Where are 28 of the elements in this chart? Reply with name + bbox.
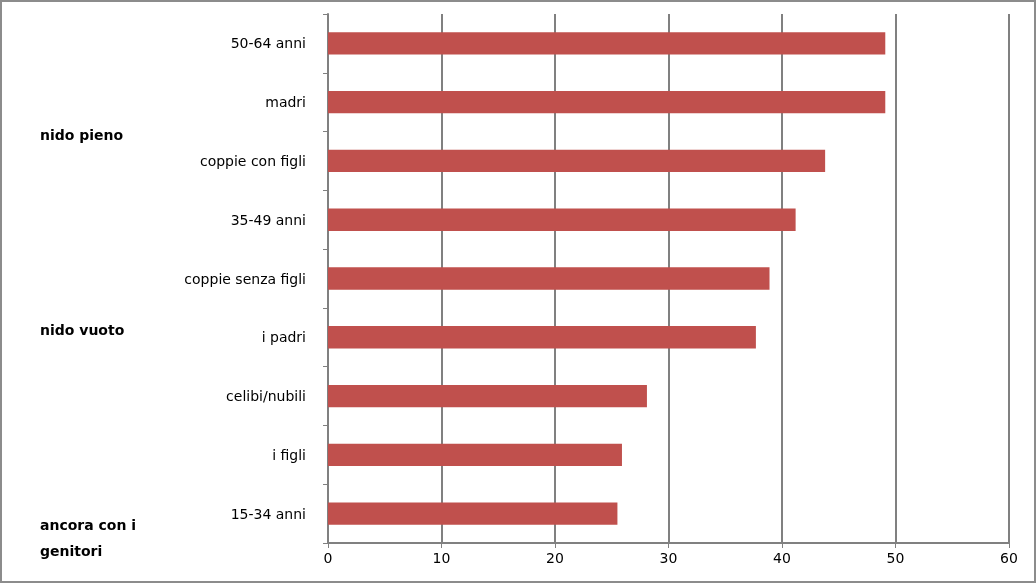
text: nido vuoto — [40, 322, 125, 338]
y-tick-label: 35-49 anni — [230, 211, 306, 228]
y-tick-label: celibi/nubili — [226, 388, 306, 405]
bar — [328, 384, 647, 408]
bar — [328, 326, 756, 349]
bar — [328, 32, 886, 55]
x-tick-label: 40 — [773, 550, 791, 566]
x-tick-label: 30 — [659, 550, 678, 566]
bar — [328, 91, 886, 114]
y-tick-label: i padri — [261, 329, 306, 346]
y-tick-label: coppie senza figli — [184, 270, 306, 287]
x-tick-label: 50 — [886, 550, 905, 566]
text: ancora con i genitori — [40, 517, 141, 559]
y-tick-label: madri — [265, 94, 306, 111]
y-tick-label: 15-34 anni — [230, 505, 306, 522]
x-tick-label: 0 — [323, 550, 333, 566]
y-tick-label: coppie con figli — [199, 152, 306, 169]
bar — [328, 149, 826, 173]
x-tick-label: 60 — [1000, 550, 1018, 566]
y-tick-label: 50-64 anni — [230, 35, 306, 52]
bar — [328, 443, 622, 466]
x-tick-label: 10 — [432, 550, 451, 566]
x-tick-label: 20 — [546, 550, 564, 566]
text: nido pieno — [40, 127, 124, 143]
y-tick-label: i figli — [272, 446, 306, 463]
bar — [328, 267, 770, 290]
bar — [328, 502, 618, 525]
bar — [328, 208, 796, 231]
